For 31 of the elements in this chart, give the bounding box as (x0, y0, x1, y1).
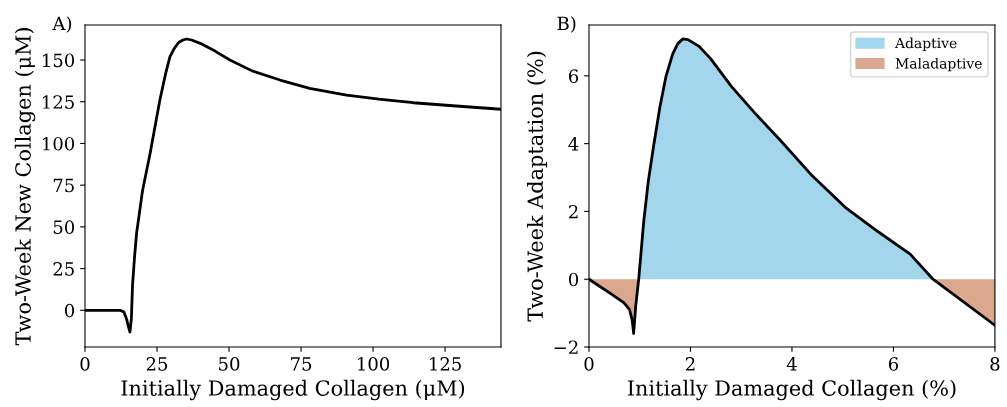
x-tick-label: 0 (584, 357, 594, 371)
y-tick-label: 6 (568, 69, 579, 83)
x-tick-label: 50 (219, 357, 240, 371)
y-tick-label: 50 (53, 220, 75, 234)
x-tick-label: 4 (786, 357, 797, 371)
y-tick-label: 150 (43, 53, 75, 68)
legend-label: Adaptive (894, 37, 957, 51)
y-tick-label: 100 (43, 136, 75, 151)
x-tick-label: 100 (358, 357, 390, 371)
chart-title: A) (52, 16, 72, 33)
y-tick-label: 4 (568, 137, 579, 151)
x-tick-label: 6 (888, 357, 899, 371)
x-tick-label: 75 (291, 357, 312, 371)
x-tick-label: 25 (146, 357, 168, 371)
x-tick-label: 2 (685, 357, 695, 371)
y-tick-label: 0 (64, 303, 75, 318)
chart-title: B) (557, 16, 576, 33)
y-tick-label: 25 (53, 262, 74, 276)
y-tick-label: −2 (554, 340, 578, 354)
x-tick-label: 8 (990, 357, 1000, 371)
y-axis-title: Two-Week New Collagen (μM) (14, 28, 36, 346)
y-tick-label: 75 (53, 178, 74, 193)
y-tick-label: 0 (568, 272, 579, 287)
y-tick-label: 2 (569, 204, 578, 219)
x-axis-title: Initially Damaged Collagen (μM) (121, 379, 465, 401)
x-tick-label: 0 (80, 357, 90, 371)
y-tick-label: 125 (43, 95, 74, 109)
legend-label: Maladaptive (895, 57, 982, 72)
y-axis-title: Two-Week Adaptation (%) (526, 51, 548, 322)
x-axis-title: Initially Damaged Collagen (%) (627, 379, 956, 401)
x-tick-label: 125 (430, 357, 461, 371)
